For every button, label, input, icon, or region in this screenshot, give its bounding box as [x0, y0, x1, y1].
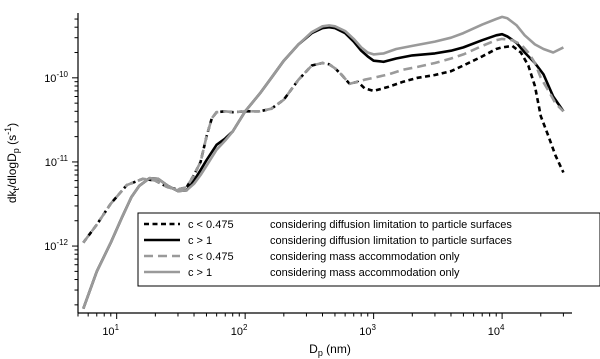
legend-series-name: c < 0.475 — [188, 219, 234, 231]
y-tick-exponent: -10 — [56, 70, 68, 79]
x-axis-title-sub: p — [318, 348, 323, 358]
x-tick-base: 10 — [231, 326, 243, 338]
y-axis-title: dkt/dlogDp (s-1) — [3, 123, 21, 203]
y-tick-exponent: -12 — [56, 238, 68, 247]
x-tick-label: 101 — [102, 323, 119, 338]
x-tick-exponent: 3 — [372, 323, 377, 332]
y-axis-title-sub2: p — [11, 148, 21, 153]
y-tick-label: 10-10 — [44, 70, 68, 85]
legend-series-name: c > 1 — [188, 267, 212, 279]
y-axis-title-mid: /dlogD — [5, 153, 19, 188]
legend: c < 0.475 considering diffusion limitatio… — [137, 212, 600, 287]
series-group — [82, 15, 565, 310]
x-tick-label: 103 — [359, 323, 376, 338]
y-tick-base: 10 — [44, 73, 56, 85]
y-axis-title-main: dk — [5, 189, 19, 203]
series-line-3 — [82, 37, 565, 244]
series-line-1 — [82, 44, 565, 244]
series-line-4 — [82, 15, 564, 310]
y-tick-base: 10 — [45, 157, 57, 169]
x-tick-label: 104 — [488, 323, 505, 338]
y-axis-title-sup: -1 — [3, 127, 13, 135]
x-tick-exponent: 4 — [500, 323, 505, 332]
x-axis-title: Dp (nm) — [309, 342, 351, 358]
x-axis-title-unit: (nm) — [323, 342, 351, 356]
x-axis-title-main: D — [309, 342, 318, 356]
y-tick-exponent: -11 — [57, 154, 69, 163]
y-axis-title-close: ) — [5, 123, 19, 127]
y-axis-title-unit: (s — [5, 135, 19, 148]
legend-series-description: considering diffusion limitation to part… — [270, 219, 512, 231]
y-axis-title-sub1: t — [11, 187, 21, 190]
x-tick-base: 10 — [359, 326, 371, 338]
legend-series-description: considering diffusion limitation to part… — [270, 235, 512, 247]
x-tick-base: 10 — [488, 326, 500, 338]
legend-series-name: c < 0.475 — [188, 251, 234, 263]
x-tick-exponent: 1 — [115, 323, 120, 332]
y-tick-label: 10-11 — [45, 154, 69, 169]
legend-series-description: considering mass accommodation only — [270, 267, 460, 279]
x-tick-label: 102 — [231, 323, 248, 338]
legend-box — [137, 212, 600, 287]
y-tick-base: 10 — [44, 241, 56, 253]
x-tick-base: 10 — [102, 326, 114, 338]
legend-series-name: c > 1 — [188, 235, 212, 247]
y-tick-label: 10-12 — [44, 238, 68, 253]
x-tick-exponent: 2 — [243, 323, 248, 332]
legend-series-description: considering mass accommodation only — [270, 251, 460, 263]
